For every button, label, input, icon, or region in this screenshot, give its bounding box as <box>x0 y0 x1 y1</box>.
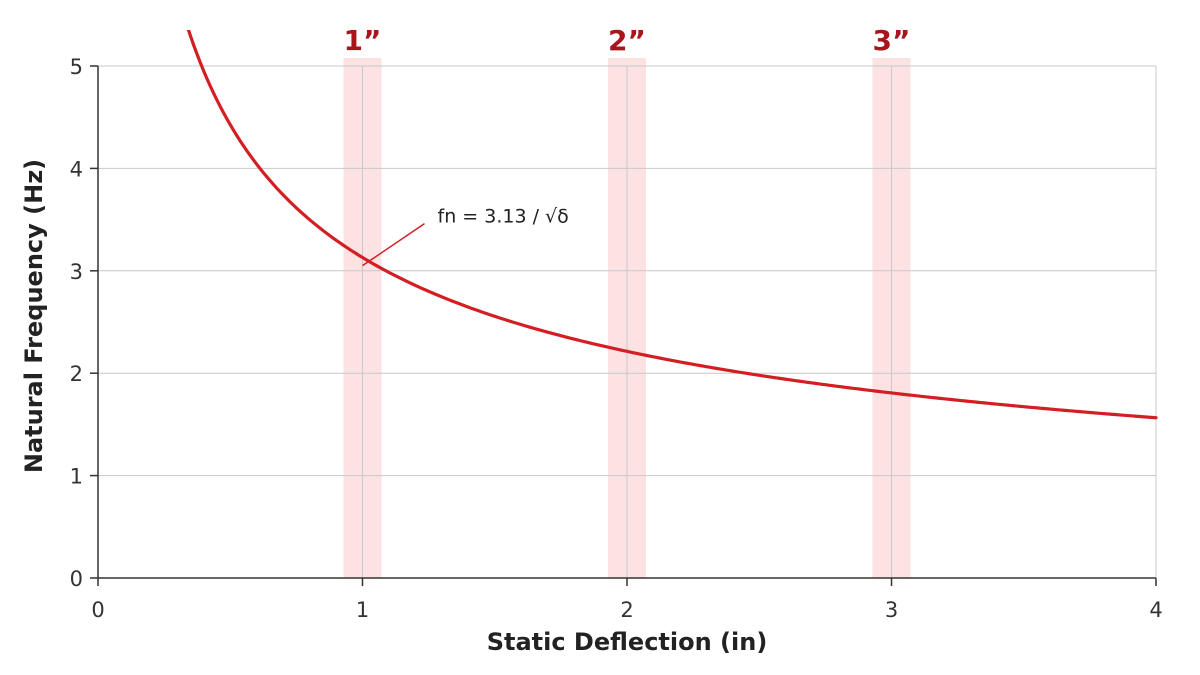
annotation-text: fn = 3.13 / √δ <box>438 206 569 228</box>
x-axis-title: Static Deflection (in) <box>487 628 768 656</box>
labels-layer: 1” 2” 3” 0 1 2 3 4 5 0 1 2 3 4 <box>70 24 1163 622</box>
y-tick-label: 4 <box>70 157 83 181</box>
y-tick-label: 5 <box>70 55 83 79</box>
y-tick-label: 3 <box>70 260 83 284</box>
x-tick-label: 1 <box>356 598 369 622</box>
band-label: 3” <box>873 24 911 57</box>
annotation-leader <box>362 223 425 267</box>
x-tick-label: 4 <box>1149 598 1162 622</box>
band-label: 2” <box>608 24 646 57</box>
y-tick-label: 1 <box>70 465 83 489</box>
grid-layer <box>98 65 1157 578</box>
y-tick-label: 0 <box>70 567 83 591</box>
band-label: 1” <box>344 24 382 57</box>
y-axis-title: Natural Frequency (Hz) <box>20 159 48 473</box>
axis-layer <box>90 65 1157 586</box>
curve-layer <box>186 30 1158 420</box>
x-tick-label: 0 <box>91 598 104 622</box>
series-line <box>186 30 1158 420</box>
y-tick-label: 2 <box>70 362 83 386</box>
x-tick-label: 2 <box>620 598 633 622</box>
annotation-layer: fn = 3.13 / √δ <box>362 206 569 267</box>
x-tick-label: 3 <box>885 598 898 622</box>
